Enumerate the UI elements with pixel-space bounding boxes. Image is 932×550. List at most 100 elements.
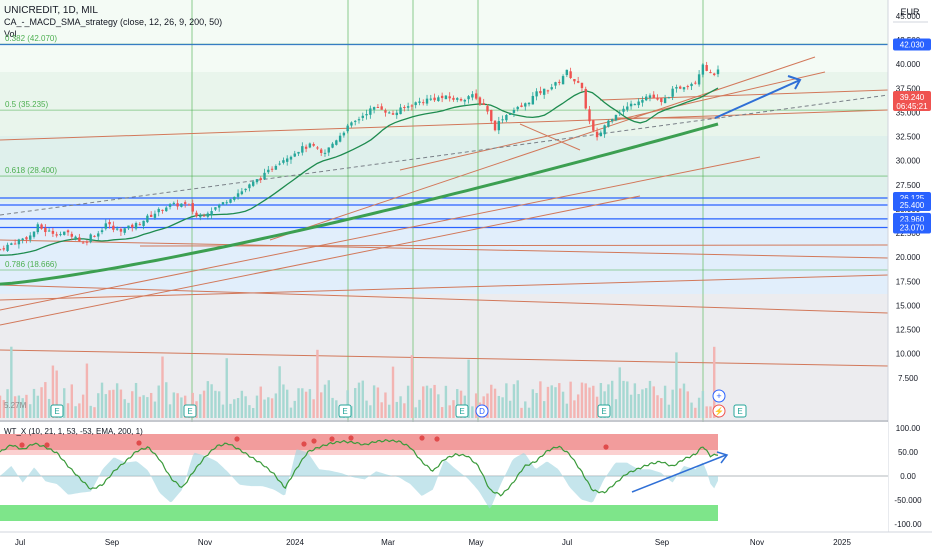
- price-axis[interactable]: EUR 45.00042.50040.00037.50035.00032.500…: [887, 0, 932, 550]
- candle-body: [183, 202, 187, 204]
- volume-bar: [618, 367, 621, 418]
- volume-bar: [486, 393, 489, 418]
- candle-body: [142, 220, 145, 226]
- candle-body: [85, 241, 89, 243]
- candle-body: [603, 125, 606, 135]
- volume-bar: [573, 400, 576, 418]
- dividend-marker[interactable]: D: [475, 404, 489, 418]
- trendline-4[interactable]: [0, 349, 889, 367]
- trendline-7[interactable]: [0, 274, 889, 301]
- earnings-marker[interactable]: E: [455, 404, 469, 418]
- candle-body: [505, 115, 508, 121]
- candle-body: [282, 160, 285, 163]
- candle-body: [191, 203, 194, 212]
- candle-body: [153, 213, 157, 218]
- candle-body: [626, 106, 629, 110]
- overbought-band-light: [0, 450, 718, 455]
- strategy-label: CA_-_MACD_SMA_strategy (close, 12, 26, 9…: [4, 17, 222, 27]
- earnings-marker[interactable]: E: [597, 404, 611, 418]
- lightning-icon[interactable]: ⚡: [712, 404, 726, 418]
- volume-bar: [40, 387, 43, 418]
- trendline-9[interactable]: [269, 56, 816, 241]
- earnings-marker[interactable]: E: [183, 404, 197, 418]
- candle-body: [388, 112, 391, 114]
- oscillator-peak-dot: [44, 442, 50, 448]
- volume-bar: [210, 384, 213, 418]
- volume-bar: [44, 382, 47, 418]
- oscillator-peak-dot: [301, 441, 307, 447]
- fib-zone-middle: [0, 136, 888, 202]
- earnings-marker[interactable]: E: [338, 404, 352, 418]
- candle-body: [13, 243, 17, 245]
- volume-bar: [270, 398, 274, 418]
- candle-body: [286, 158, 289, 162]
- volume-bar: [180, 397, 183, 418]
- trendline-11[interactable]: [599, 89, 889, 101]
- svg-text:E: E: [459, 407, 464, 416]
- dashed-trendline[interactable]: [0, 94, 889, 216]
- volume-bar: [131, 391, 134, 418]
- earnings-marker[interactable]: E: [50, 404, 64, 418]
- candle-body: [716, 69, 720, 75]
- trendline-3[interactable]: [0, 195, 641, 326]
- candle-body: [448, 96, 451, 99]
- candle-body: [134, 223, 138, 229]
- candle-body: [59, 234, 62, 236]
- candle-body: [652, 94, 655, 99]
- trendline-2[interactable]: [0, 156, 761, 311]
- oscillator-title: WT_X (10, 21, 1, 53, -53, EMA, 200, 1): [4, 427, 143, 436]
- volume-bar: [433, 384, 436, 418]
- volume-bar: [365, 400, 368, 418]
- oscillator-peak-dot: [603, 444, 609, 450]
- oscillator-peak-dot: [329, 436, 335, 442]
- volume-label: Vol: [4, 29, 17, 39]
- price-candles: [0, 61, 720, 252]
- candle-body: [233, 196, 236, 200]
- oscillator-arrow[interactable]: [631, 451, 729, 493]
- volume-bar: [531, 389, 535, 418]
- trendline-8[interactable]: [139, 244, 889, 247]
- oscillator-axis[interactable]: 100.00 50.00 0.00 -50.000 -100.00: [894, 424, 922, 529]
- volume-bar: [172, 392, 176, 418]
- volume-bar: [221, 404, 225, 418]
- trendline-5[interactable]: [0, 284, 889, 314]
- event-markers[interactable]: E E E E D E E + ⚡: [50, 389, 747, 418]
- candle-body: [104, 223, 108, 229]
- volume-bar: [384, 392, 387, 418]
- volume-bar: [202, 390, 206, 418]
- volume-bar: [123, 399, 126, 418]
- price-tick-label: 17.500: [896, 277, 921, 286]
- volume-bar: [418, 399, 421, 418]
- candle-body: [17, 239, 21, 245]
- level-price-label: 23.070: [900, 223, 925, 232]
- volume-bar: [214, 390, 217, 418]
- time-axis[interactable]: Jul Sep Nov 2024 Mar May Jul Sep Nov 2025: [0, 531, 932, 550]
- volume-bar: [138, 396, 142, 418]
- earnings-marker[interactable]: E: [733, 404, 747, 418]
- trendlines[interactable]: [0, 56, 889, 367]
- candle-body: [709, 72, 712, 74]
- trendline-6[interactable]: [0, 239, 889, 259]
- candle-body: [0, 249, 2, 251]
- volume-bar: [561, 391, 565, 418]
- volume-bar: [304, 391, 308, 418]
- candle-body: [660, 98, 663, 103]
- candle-body: [531, 95, 535, 105]
- candle-body: [248, 184, 251, 189]
- uptrend-arrow[interactable]: [714, 75, 802, 119]
- candle-body: [195, 212, 198, 217]
- candle-body: [452, 97, 455, 100]
- time-tick-label: Nov: [750, 538, 764, 547]
- candle-body: [6, 244, 9, 251]
- candle-body: [335, 140, 338, 145]
- volume-bar: [554, 387, 557, 418]
- volume-bar: [565, 403, 569, 418]
- trendline-13[interactable]: [519, 123, 581, 151]
- add-alert-icon[interactable]: +: [712, 389, 726, 403]
- price-tick-label: 22.500: [896, 229, 921, 238]
- candle-body: [236, 193, 240, 197]
- volume-bar: [165, 382, 168, 418]
- volume-bar: [501, 397, 504, 418]
- trendline-1[interactable]: [0, 109, 889, 141]
